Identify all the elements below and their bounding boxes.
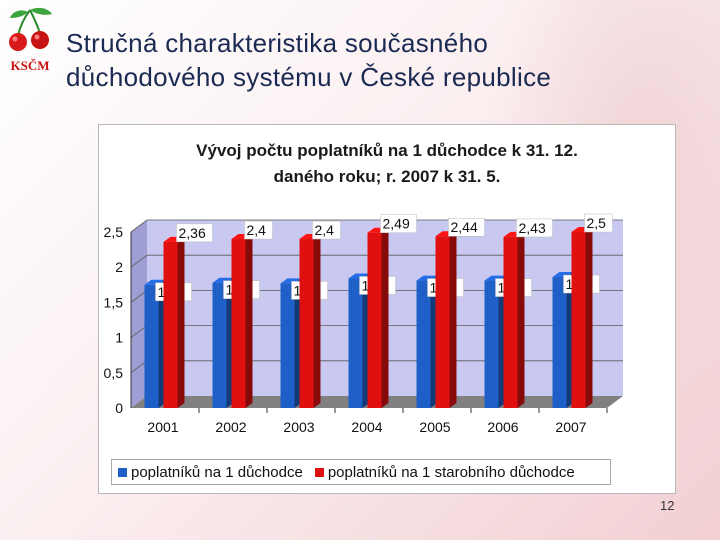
y-tick-label: 0,5 [104, 365, 124, 381]
bar-side [449, 231, 457, 408]
bar [503, 236, 518, 408]
x-tick-label: 2004 [351, 419, 382, 435]
chart-title-line2: daného roku; r. 2007 k 31. 5. [273, 167, 501, 186]
svg-text:KSČM: KSČM [11, 58, 50, 73]
bar [416, 280, 431, 408]
legend-label-series1: poplatníků na 1 důchodce [131, 463, 303, 481]
data-label-box [448, 217, 485, 237]
bar [484, 280, 499, 408]
chart-legend: poplatníků na 1 důchodce poplatníků na 1… [111, 459, 611, 485]
data-label-box [312, 220, 341, 240]
chart-title-line1: Vývoj počtu poplatníků na 1 důchodce k 3… [196, 141, 578, 160]
chart-frame: Vývoj počtu poplatníků na 1 důchodce k 3… [98, 124, 676, 494]
data-label: 2,4 [315, 222, 335, 238]
data-label: 2,44 [451, 219, 478, 235]
data-label-box [516, 218, 553, 238]
x-tick-label: 2006 [487, 419, 518, 435]
bar [280, 283, 295, 408]
bar [435, 236, 450, 408]
gridline [130, 254, 623, 268]
x-tick-label: 2007 [555, 419, 586, 435]
y-tick-label: 0 [115, 400, 123, 416]
bar [163, 241, 178, 408]
legend-label-series2: poplatníků na 1 starobního důchodce [327, 463, 575, 481]
x-tick-label: 2003 [283, 419, 314, 435]
bar-side [245, 234, 253, 408]
x-tick-label: 2001 [147, 419, 178, 435]
bar [144, 284, 159, 408]
legend-swatch-series1 [118, 467, 127, 477]
y-tick-label: 1,5 [104, 294, 124, 310]
bar [348, 278, 363, 408]
kscm-cherry-logo: KSČM [9, 7, 52, 73]
bar [571, 232, 586, 408]
slide-title-line1: Stručná charakteristika současného [66, 28, 489, 58]
bar [367, 232, 382, 408]
data-label-box [584, 213, 613, 233]
data-label-box [176, 223, 213, 243]
bar [552, 277, 567, 408]
data-label: 2,36 [179, 225, 206, 241]
y-tick-label: 2 [115, 259, 123, 275]
bar [299, 239, 314, 408]
data-label: 2,43 [519, 220, 546, 236]
y-tick-label: 1 [115, 330, 123, 346]
legend-item-series1: poplatníků na 1 důchodce [118, 464, 303, 481]
legend-swatch-series2 [314, 467, 324, 477]
slide-title: Stručná charakteristika současného důcho… [66, 26, 706, 94]
data-label: 2,4 [247, 222, 267, 238]
data-label-box [244, 220, 273, 240]
slide-title-line2: důchodového systému v České republice [66, 62, 552, 92]
bar-side [517, 231, 525, 408]
bar [212, 282, 227, 408]
bar-side [381, 227, 389, 408]
bar-side [177, 236, 185, 408]
chart-side-wall [131, 220, 147, 408]
page-number: 12 [660, 498, 675, 513]
bar-side [585, 227, 593, 408]
bar-chart-plot: 00,511,522,520011,752,3620021,782,420031… [104, 213, 623, 435]
data-label: 2,49 [383, 216, 410, 232]
bar-side [313, 234, 321, 408]
data-label: 2,5 [587, 215, 607, 231]
y-tick-label: 2,5 [104, 224, 124, 240]
x-tick-label: 2005 [419, 419, 450, 435]
legend-item-series2: poplatníků na 1 starobního důchodce [314, 463, 575, 481]
bar [231, 239, 246, 408]
x-tick-label: 2002 [215, 419, 246, 435]
data-label-box [380, 214, 417, 233]
